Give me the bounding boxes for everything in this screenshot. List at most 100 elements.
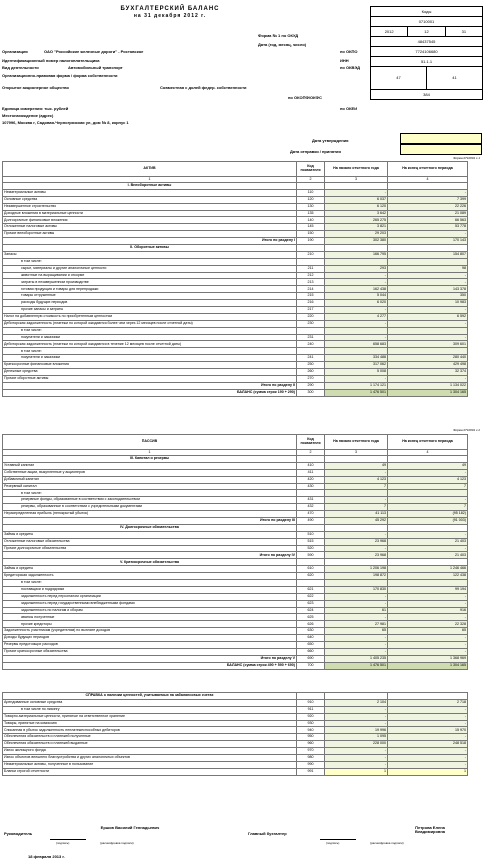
assets-cell-c4[interactable]: 350 [387,292,468,301]
assets-cell-c4[interactable]: - [387,271,468,280]
liabilities-cell-c4[interactable]: - [387,634,468,643]
assets-cell-c4[interactable]: 154 807 [387,250,468,259]
assets-cell-c4[interactable]: 7 399 [387,195,468,204]
liabilities-cell-c4[interactable] [387,579,468,587]
assets-cell-c4[interactable]: 280 440 [387,354,468,363]
offbalance-cell-c4[interactable]: 15 970 [387,726,468,735]
assets-cell-c3[interactable]: - [324,374,388,383]
assets-cell-c4[interactable]: 143 378 [387,285,468,294]
assets-cell-c4[interactable] [387,244,468,252]
assets-cell-c4[interactable]: 22 226 [387,202,468,211]
offbalance-cell-c4[interactable]: - [387,719,468,728]
liabilities-cell-c3[interactable]: 4 123 [324,475,388,484]
offbalance-cell-c4[interactable]: 248 518 [387,740,468,749]
approval-date-field[interactable] [400,133,482,144]
liabilities-cell-c3[interactable]: - [324,530,388,539]
liabilities-cell-c3[interactable]: - [324,496,388,505]
assets-cell-c4[interactable]: 6 592 [387,312,468,321]
offbalance-cell-c3[interactable]: - [324,747,388,756]
liabilities-cell-c4[interactable]: - [387,530,468,539]
liabilities-cell-c4[interactable]: 1 304 165 [387,661,468,670]
chief-signature-line[interactable] [320,839,356,840]
liabilities-cell-c3[interactable]: 41 113 [324,510,388,519]
liabilities-cell-c4[interactable]: - [387,544,468,553]
liabilities-cell-c4[interactable]: - [387,647,468,656]
liabilities-cell-c3[interactable]: - [324,647,388,656]
offbalance-cell-c4[interactable]: 2 718 [387,698,468,707]
offbalance-cell-c4[interactable]: - [387,733,468,742]
assets-cell-c4[interactable]: - [387,374,468,383]
liabilities-cell-c4[interactable]: - [387,468,468,477]
liabilities-cell-c3[interactable] [324,455,388,463]
assets-cell-c3[interactable]: 5 044 [324,292,388,301]
assets-cell-c3[interactable]: 1 476 501 [324,388,388,397]
liabilities-cell-c3[interactable]: 170 830 [324,585,388,594]
offbalance-cell-c3[interactable]: 1 095 [324,733,388,742]
assets-cell-c3[interactable]: 6 020 [324,299,388,308]
liabilities-cell-c3[interactable] [324,579,388,587]
liabilities-cell-c4[interactable]: - [387,599,468,608]
assets-cell-c3[interactable]: 162 438 [324,285,388,294]
assets-cell-c4[interactable]: 66 563 [387,216,468,225]
assets-cell-c3[interactable]: - [324,271,388,280]
liabilities-cell-c3[interactable]: 61 [324,606,388,615]
offbalance-cell-c3[interactable]: - [324,754,388,762]
liabilities-cell-c4[interactable]: 122 438 [387,572,468,581]
offbalance-cell-c3[interactable]: - [324,712,388,721]
liabilities-cell-c4[interactable]: 7 [387,503,468,512]
liabilities-cell-c4[interactable]: 99 194 [387,585,468,594]
assets-cell-c3[interactable]: - [324,306,388,314]
offbalance-cell-c4[interactable] [387,692,468,700]
assets-cell-c4[interactable]: 53 778 [387,223,468,232]
liabilities-cell-c3[interactable]: 27 981 [324,620,388,629]
assets-cell-c4[interactable] [387,257,468,266]
liabilities-cell-c3[interactable]: - [324,592,388,601]
assets-cell-c4[interactable]: 170 143 [387,237,468,246]
liabilities-cell-c3[interactable]: 23 968 [324,551,388,560]
assets-cell-c4[interactable]: - [387,319,468,328]
liabilities-cell-c3[interactable]: 49 [324,461,388,470]
assets-cell-c4[interactable]: 98 [387,264,468,273]
assets-cell-c3[interactable] [324,244,388,252]
assets-cell-c3[interactable]: 265 275 [324,216,388,225]
liabilities-cell-c3[interactable]: - [324,641,388,649]
assets-cell-c4[interactable] [387,347,468,356]
assets-cell-c4[interactable] [387,182,468,190]
offbalance-cell-c4[interactable]: - [387,705,468,714]
liabilities-cell-c4[interactable]: 4 123 [387,475,468,484]
assets-cell-c3[interactable] [324,347,388,356]
assets-cell-c3[interactable]: 658 683 [324,340,388,349]
liabilities-cell-c4[interactable]: 1 368 969 [387,654,468,663]
liabilities-cell-c3[interactable]: - [324,613,388,622]
liabilities-cell-c4[interactable]: - [387,496,468,505]
assets-cell-c3[interactable]: 1 174 121 [324,381,388,390]
liabilities-cell-c3[interactable]: - [324,599,388,608]
liabilities-cell-c3[interactable] [324,558,388,567]
liabilities-cell-c4[interactable]: 65 [387,627,468,636]
assets-cell-c3[interactable]: - [324,188,388,197]
assets-cell-c4[interactable]: - [387,306,468,314]
assets-cell-c3[interactable] [324,326,388,335]
liabilities-cell-c3[interactable]: 23 968 [324,537,388,546]
assets-cell-c3[interactable]: 5 008 [324,368,388,376]
liabilities-cell-c3[interactable]: 7 [324,482,388,491]
offbalance-cell-c4[interactable]: - [387,712,468,721]
assets-cell-c4[interactable]: 1 134 022 [387,381,468,390]
assets-cell-c3[interactable]: 334 488 [324,354,388,363]
assets-cell-c3[interactable]: - [324,319,388,328]
liabilities-cell-c4[interactable]: 916 [387,606,468,615]
assets-cell-c3[interactable]: 3 821 [324,223,388,232]
offbalance-cell-c3[interactable]: 228 000 [324,740,388,749]
assets-cell-c4[interactable]: 10 983 [387,299,468,308]
offbalance-cell-c4[interactable]: - [387,760,468,769]
assets-cell-c4[interactable]: 21 089 [387,209,468,218]
liabilities-cell-c4[interactable]: (91 003) [387,517,468,525]
liabilities-cell-c4[interactable] [387,523,468,532]
offbalance-cell-c3[interactable] [324,692,388,700]
assets-cell-c4[interactable]: 32 374 [387,368,468,376]
liabilities-cell-c3[interactable]: 1 476 501 [324,661,388,670]
offbalance-cell-c4[interactable]: - [387,754,468,762]
liabilities-cell-c4[interactable]: 1 246 466 [387,565,468,574]
liabilities-cell-c3[interactable]: - [324,634,388,643]
assets-cell-c3[interactable] [324,182,388,190]
